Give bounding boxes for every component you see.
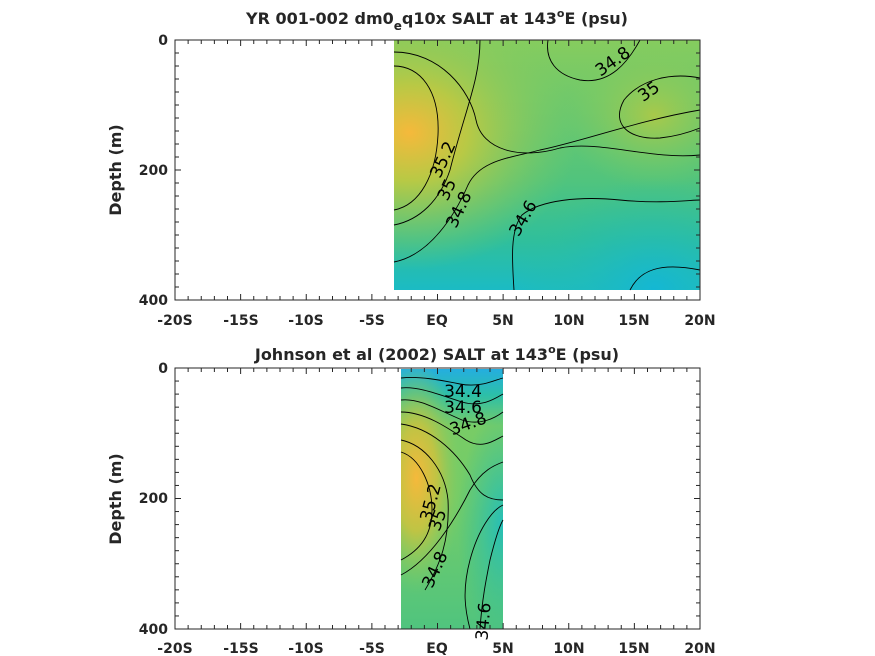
contour-line (400, 461, 504, 576)
x-tick-label: EQ (426, 313, 448, 329)
y-tick-label: 200 (139, 491, 168, 507)
x-tick-label: 5N (492, 313, 513, 329)
contour-label: 34.4 (444, 382, 482, 402)
panel-2-x-tick-labels: -20S -15S -10S -5S EQ 5N 10N 15N 20N (157, 641, 715, 656)
panel-1: YR 001-002 dm0eq10x SALT at 143oE (psu) … (106, 7, 716, 329)
panel-2: Johnson et al (2002) SALT at 143oE (psu)… (106, 343, 716, 656)
contour-line (393, 39, 481, 226)
contour-line (547, 39, 641, 82)
y-tick-label: 400 (139, 293, 168, 309)
x-tick-label: EQ (426, 641, 448, 656)
panel-2-contours (400, 377, 504, 630)
x-tick-label: -15S (223, 313, 258, 329)
x-tick-label: 5N (492, 641, 513, 656)
x-tick-label: 15N (618, 313, 649, 329)
x-tick-label: -10S (288, 641, 323, 656)
panel-2-minor-ticks (174, 367, 701, 630)
x-tick-label: 15N (618, 641, 649, 656)
contour-label: 34.6 (472, 602, 495, 641)
contour-label: 34.6 (444, 398, 482, 418)
x-tick-label: -15S (223, 641, 258, 656)
contour-line (400, 451, 433, 561)
contour-line (400, 387, 504, 405)
x-tick-label: -5S (359, 313, 385, 329)
panel-1-title: YR 001-002 dm0eq10x SALT at 143oE (psu) (245, 7, 628, 33)
contour-line (479, 519, 504, 630)
contour-line (393, 65, 439, 211)
panel-2-field (401, 369, 503, 629)
contour-line (629, 266, 701, 291)
panel-1-y-axis-label: Depth (m) (106, 124, 125, 216)
contour-line (400, 399, 504, 423)
y-tick-label: 200 (139, 163, 168, 179)
contour-line (400, 377, 504, 386)
panel-2-y-tick-labels: 0 200 400 (139, 361, 168, 638)
contour-line (393, 109, 701, 263)
y-tick-label: 0 (158, 361, 168, 377)
panel-1-x-tick-labels: -20S -15S -10S -5S EQ 5N 10N 15N 20N (157, 313, 715, 329)
x-tick-label: 20N (684, 313, 715, 329)
panel-2-title: Johnson et al (2002) SALT at 143oE (psu) (254, 343, 619, 364)
contour-line (400, 423, 504, 501)
x-tick-label: -20S (157, 641, 192, 656)
panel-1-contours (393, 39, 701, 291)
contour-line (400, 439, 449, 591)
contour-line (464, 504, 504, 630)
x-tick-label: 10N (553, 313, 584, 329)
x-tick-label: -10S (288, 313, 323, 329)
contour-line (393, 51, 701, 157)
contour-line (400, 411, 504, 445)
y-tick-label: 0 (158, 33, 168, 49)
x-tick-label: -20S (157, 313, 192, 329)
panel-2-y-axis-label: Depth (m) (106, 453, 125, 545)
panel-2-field-cold (401, 369, 503, 629)
panel-1-y-tick-labels: 0 200 400 (139, 33, 168, 309)
contour-line (512, 198, 701, 291)
x-tick-label: -5S (359, 641, 385, 656)
contour-line (619, 75, 701, 139)
panel-1-minor-ticks (174, 39, 701, 301)
y-tick-label: 400 (139, 622, 168, 638)
x-tick-label: 10N (553, 641, 584, 656)
x-tick-label: 20N (684, 641, 715, 656)
